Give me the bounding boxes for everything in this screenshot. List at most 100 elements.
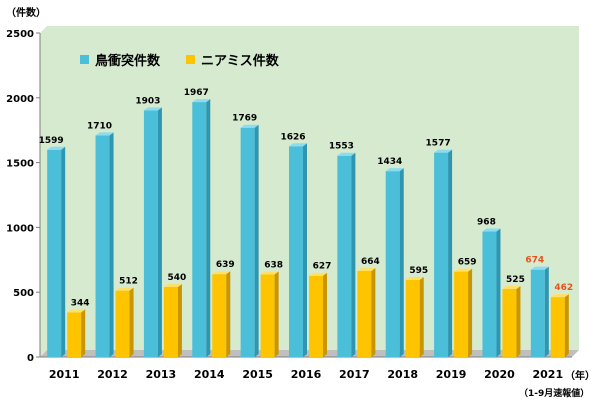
bar-near-miss — [550, 297, 565, 357]
bar-bird-strike — [530, 269, 545, 357]
bar-near-miss — [405, 279, 420, 357]
legend: 鳥衝突件数 ニアミス件数 — [80, 50, 279, 69]
bar-top-bird-strike — [47, 146, 66, 150]
bar-side-bird-strike — [399, 168, 404, 357]
data-label: 1599 — [39, 136, 64, 146]
bar-near-miss — [115, 290, 130, 357]
x-tick-label: 2013 — [146, 368, 177, 381]
legend-label-near-miss: ニアミス件数 — [201, 54, 279, 69]
bar-top-bird-strike — [143, 107, 162, 111]
bar-side-bird-strike — [61, 146, 66, 357]
data-label: 1903 — [135, 96, 160, 106]
legend-label-bird-strike: 鳥衝突件数 — [95, 54, 161, 69]
bar-top-bird-strike — [192, 99, 211, 103]
bar-top-bird-strike — [434, 149, 453, 153]
bar-side-near-miss — [371, 267, 376, 357]
bar-top-bird-strike — [289, 143, 307, 147]
bar-near-miss — [163, 287, 178, 357]
bar-near-miss — [67, 312, 82, 357]
bar-top-bird-strike — [95, 132, 114, 136]
bar-top-bird-strike — [482, 228, 501, 232]
legend-entry-bird-strike: 鳥衝突件数 — [80, 50, 160, 69]
bar-side-near-miss — [129, 287, 134, 357]
bar-bird-strike — [482, 231, 497, 357]
bar-top-bird-strike — [240, 124, 259, 128]
data-label: 1967 — [184, 88, 209, 98]
bar-top-near-miss — [309, 272, 327, 276]
data-label: 1626 — [280, 132, 305, 142]
bar-side-bird-strike — [544, 266, 549, 357]
bar-top-near-miss — [357, 267, 376, 271]
data-label: 540 — [168, 273, 187, 283]
data-label: 525 — [506, 275, 525, 285]
y-tick-label: 2000 — [6, 94, 34, 105]
y-tick-label: 0 — [27, 353, 34, 364]
bar-near-miss — [502, 288, 517, 357]
data-label: 1710 — [87, 121, 112, 131]
x-tick-label: 2014 — [194, 368, 225, 381]
x-tick-label: 2020 — [484, 368, 515, 381]
bar-bird-strike — [434, 152, 449, 357]
bar-near-miss — [260, 274, 275, 357]
bar-bird-strike — [385, 171, 400, 357]
bar-bird-strike — [289, 146, 303, 357]
bar-top-near-miss — [67, 309, 86, 313]
y-unit-label: （件数） — [6, 8, 46, 19]
bar-near-miss — [357, 270, 372, 357]
data-label: 627 — [313, 262, 332, 272]
x-tick-label: 2017 — [339, 368, 370, 381]
data-label: 344 — [71, 298, 90, 308]
data-label: 638 — [264, 260, 283, 270]
bar-side-bird-strike — [206, 99, 211, 358]
bar-side-near-miss — [274, 271, 279, 357]
bar-top-near-miss — [405, 276, 424, 280]
bar-side-bird-strike — [109, 132, 114, 357]
data-label: 968 — [477, 218, 496, 228]
x-tick-label: 2018 — [387, 368, 418, 381]
x-tick-label: 2012 — [97, 368, 128, 381]
legend-swatch-bird-strike — [80, 55, 89, 64]
preliminary-note: （1-9月速報値） — [519, 389, 590, 399]
bar-side-near-miss — [468, 268, 473, 357]
bar-top-bird-strike — [385, 168, 404, 172]
data-label: 1434 — [377, 157, 402, 167]
bar-side-near-miss — [323, 272, 327, 357]
x-unit-label: （年） — [565, 371, 591, 382]
bar-top-near-miss — [502, 285, 521, 289]
y-tick-label: 1500 — [6, 159, 34, 170]
x-tick-label: 2021 — [533, 368, 564, 381]
data-label: 664 — [361, 257, 380, 267]
bar-side-bird-strike — [448, 149, 453, 357]
bar-top-near-miss — [260, 271, 279, 275]
bar-top-bird-strike — [337, 152, 356, 156]
bar-side-near-miss — [419, 276, 424, 357]
bar-side-bird-strike — [303, 143, 307, 357]
bar-near-miss — [212, 274, 227, 357]
y-tick-label: 1000 — [6, 223, 34, 234]
data-label: 595 — [409, 266, 428, 276]
bar-top-near-miss — [454, 268, 473, 272]
x-tick-label: 2015 — [242, 368, 273, 381]
data-label: 1769 — [232, 114, 257, 124]
bar-top-near-miss — [550, 294, 569, 298]
bar-bird-strike — [143, 110, 158, 357]
bar-bird-strike — [47, 149, 62, 357]
x-tick-label: 2016 — [291, 368, 322, 381]
x-tick-label: 2011 — [49, 368, 80, 381]
data-label: 462 — [554, 283, 573, 293]
legend-swatch-near-miss — [186, 55, 196, 64]
bar-side-bird-strike — [351, 152, 356, 357]
bar-bird-strike — [240, 127, 255, 357]
bar-side-near-miss — [226, 271, 231, 357]
bar-side-bird-strike — [254, 124, 259, 357]
bar-near-miss — [454, 271, 469, 357]
bar-near-miss — [309, 275, 323, 357]
bar-side-near-miss — [81, 309, 86, 357]
bar-bird-strike — [192, 102, 207, 357]
bar-side-bird-strike — [157, 107, 162, 357]
bar-side-near-miss — [516, 285, 521, 357]
data-label: 639 — [216, 260, 235, 270]
bar-top-bird-strike — [530, 266, 549, 270]
bar-top-near-miss — [115, 287, 134, 291]
